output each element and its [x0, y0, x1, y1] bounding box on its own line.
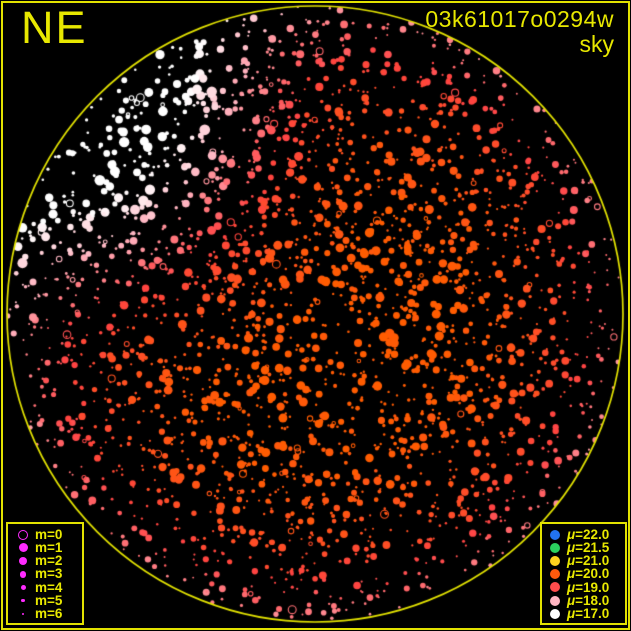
color-legend-row: μ=20.0: [543, 566, 625, 582]
orientation-label: NE: [21, 2, 88, 53]
legend-label: μ=17.0: [567, 605, 610, 621]
legend-label: m=0: [35, 526, 63, 542]
plot-title: 03k61017o0294w: [425, 6, 614, 32]
legend-label: μ=22.0: [567, 526, 610, 542]
magnitude-size-swatch: [18, 543, 28, 553]
color-legend-row: μ=21.0: [543, 554, 625, 567]
magnitude-size-swatch: [19, 570, 27, 578]
legend-label: m=4: [35, 579, 63, 595]
color-legend-row: μ=22.0: [543, 528, 625, 541]
legend-label: m=6: [35, 605, 63, 621]
legend-label: μ=21.0: [567, 553, 610, 569]
legend-label: μ=21.5: [567, 540, 610, 556]
mu-color-swatch: [550, 542, 560, 553]
size-legend-row: m=1: [11, 541, 82, 554]
legend-label: μ=18.0: [567, 592, 610, 608]
size-legend-row: m=0: [11, 528, 82, 541]
size-legend-row: m=4: [11, 581, 82, 594]
mu-color-swatch: [550, 608, 560, 619]
color-legend: μ=22.0 μ=21.5 μ=21.0 μ=20.0 μ=19.0 μ=18.0 μ=17…: [540, 522, 627, 625]
magnitude-size-swatch: [21, 612, 25, 615]
magnitude-size-swatch: [19, 556, 27, 565]
mu-color-swatch: [550, 582, 560, 593]
legend-label: m=3: [35, 566, 63, 582]
color-legend-row: μ=17.0: [543, 607, 625, 620]
mu-color-swatch: [550, 555, 560, 566]
size-legend-row: m=5: [11, 594, 82, 607]
size-legend-row: m=3: [11, 566, 82, 582]
mu-color-swatch: [550, 595, 560, 606]
legend-label: m=1: [35, 540, 63, 556]
legend-label: m=2: [35, 553, 63, 569]
size-legend-row: m=2: [11, 554, 82, 567]
color-legend-row: μ=19.0: [543, 579, 625, 595]
legend-label: μ=19.0: [567, 579, 610, 595]
magnitude-size-swatch: [20, 584, 26, 590]
plot-header: 03k61017o0294w sky: [425, 7, 614, 57]
mu-color-swatch: [550, 529, 560, 540]
color-legend-row: μ=18.0: [543, 594, 625, 607]
legend-label: m=5: [35, 592, 63, 608]
mu-color-swatch: [550, 569, 560, 580]
legend-label: μ=20.0: [567, 566, 610, 582]
plot-subtitle: sky: [579, 31, 615, 57]
color-legend-row: μ=21.5: [543, 541, 625, 554]
size-legend-row: m=6: [11, 607, 82, 620]
size-legend: m=0 m=1 m=2 m=3 m=4 m=5 m=6: [6, 522, 84, 625]
magnitude-size-swatch: [18, 529, 28, 540]
magnitude-size-swatch: [21, 598, 25, 603]
